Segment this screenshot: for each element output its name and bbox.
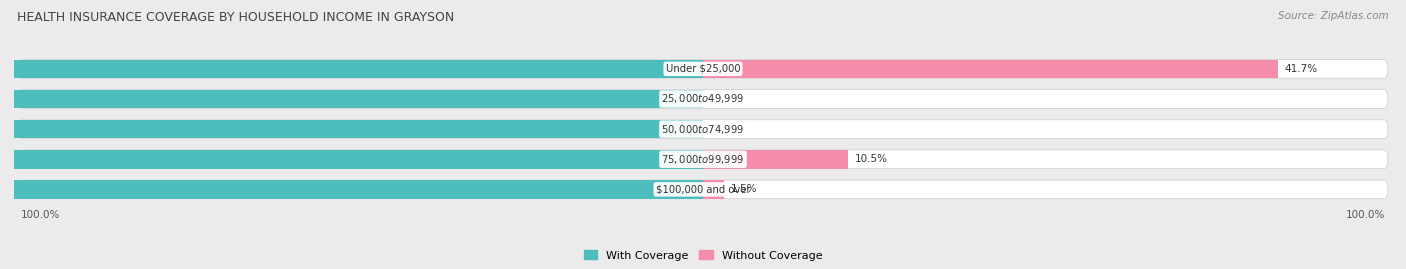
Text: Source: ZipAtlas.com: Source: ZipAtlas.com — [1278, 11, 1389, 21]
Bar — [0, 90, 703, 108]
Text: $100,000 and over: $100,000 and over — [655, 184, 751, 194]
Bar — [0, 150, 703, 169]
Text: 41.7%: 41.7% — [1285, 64, 1317, 74]
FancyBboxPatch shape — [18, 59, 1388, 78]
Bar — [0, 180, 703, 199]
Text: 10.5%: 10.5% — [855, 154, 887, 164]
Bar — [0, 120, 703, 139]
Text: 100.0%: 100.0% — [21, 210, 60, 220]
Text: 1.5%: 1.5% — [731, 184, 756, 194]
FancyBboxPatch shape — [18, 150, 1388, 169]
Text: Under $25,000: Under $25,000 — [665, 64, 741, 74]
FancyBboxPatch shape — [18, 120, 1388, 139]
Bar — [703, 59, 1278, 78]
Bar — [703, 150, 848, 169]
Text: $50,000 to $74,999: $50,000 to $74,999 — [661, 123, 745, 136]
Bar — [0, 59, 703, 78]
Legend: With Coverage, Without Coverage: With Coverage, Without Coverage — [579, 246, 827, 265]
Text: 100.0%: 100.0% — [1346, 210, 1385, 220]
FancyBboxPatch shape — [18, 90, 1388, 108]
Text: $75,000 to $99,999: $75,000 to $99,999 — [661, 153, 745, 166]
Bar — [703, 180, 724, 199]
Text: HEALTH INSURANCE COVERAGE BY HOUSEHOLD INCOME IN GRAYSON: HEALTH INSURANCE COVERAGE BY HOUSEHOLD I… — [17, 11, 454, 24]
Text: $25,000 to $49,999: $25,000 to $49,999 — [661, 93, 745, 105]
FancyBboxPatch shape — [18, 180, 1388, 199]
